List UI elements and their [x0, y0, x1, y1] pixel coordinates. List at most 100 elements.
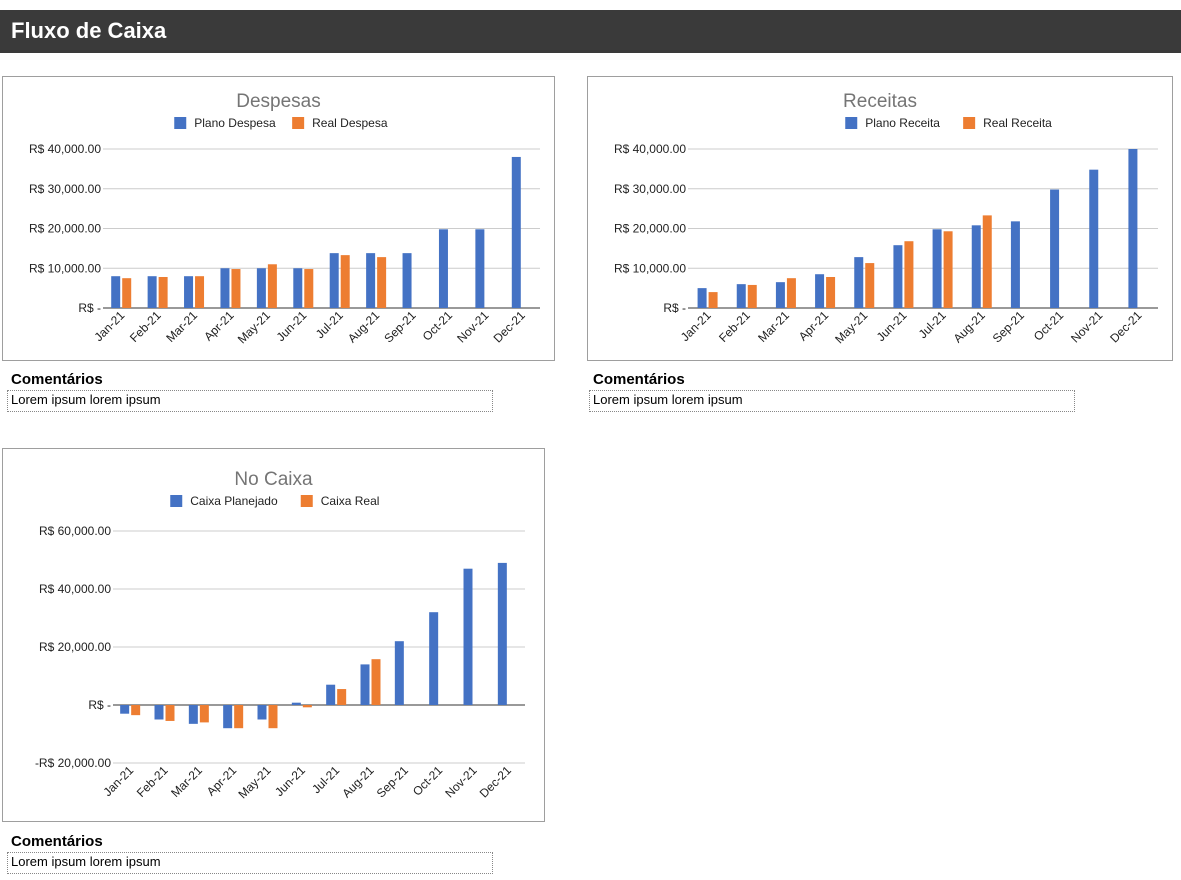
bar-real-mar-21: [195, 276, 205, 308]
bar-real-may-21: [268, 705, 278, 729]
x-tick-label: Nov-21: [1068, 308, 1105, 345]
y-tick-label: R$ 20,000.00: [614, 222, 686, 236]
bar-plan-aug-21: [366, 253, 376, 308]
y-tick-label: R$ 30,000.00: [29, 182, 101, 196]
bar-plan-sep-21: [394, 641, 404, 705]
bar-plan-jul-21: [932, 229, 942, 308]
y-tick-label: R$ -: [78, 301, 101, 315]
no-caixa-chart[interactable]: No Caixa Caixa Planejado Caixa Real -R$ 20,…: [2, 448, 545, 822]
bar-plan-feb-21: [154, 705, 164, 720]
bar-real-may-21: [267, 264, 277, 308]
x-tick-label: May-21: [235, 308, 273, 346]
y-tick-label: R$ 30,000.00: [614, 182, 686, 196]
bar-plan-oct-21: [429, 612, 439, 705]
x-tick-label: Sep-21: [990, 308, 1027, 345]
bar-real-jul-21: [337, 689, 347, 705]
x-tick-label: Sep-21: [381, 308, 418, 345]
bar-real-jun-21: [304, 269, 314, 308]
chart-svg: Receitas Plano Receita Real Receita R$ - R$ …: [614, 91, 1158, 346]
x-tick-label: Jul-21: [916, 308, 949, 341]
receitas-comments-field[interactable]: Lorem ipsum lorem ipsum: [589, 390, 1075, 412]
x-tick-label: Mar-21: [755, 308, 792, 345]
bar-plan-apr-21: [220, 268, 230, 308]
x-tick-label: Feb-21: [127, 308, 164, 345]
bar-plan-aug-21: [360, 664, 370, 705]
x-tick-label: Nov-21: [454, 308, 491, 345]
bar-plan-dec-21: [1128, 149, 1138, 308]
x-tick-label: Dec-21: [477, 763, 514, 800]
bar-real-jun-21: [302, 705, 312, 708]
x-tick-label: May-21: [832, 308, 870, 346]
y-tick-label: -R$ 20,000.00: [35, 756, 111, 770]
bar-real-jun-21: [904, 241, 914, 308]
legend-label: Caixa Planejado: [190, 494, 278, 508]
bar-plan-jul-21: [329, 253, 339, 308]
x-tick-label: Nov-21: [442, 763, 479, 800]
x-tick-label: Dec-21: [1107, 308, 1144, 345]
legend-label: Plano Receita: [865, 116, 940, 130]
receitas-comments-label: Comentários: [593, 371, 685, 388]
x-tick-label: Apr-21: [201, 308, 237, 344]
y-tick-label: R$ 60,000.00: [39, 524, 111, 538]
chart-title: No Caixa: [234, 469, 313, 490]
bar-plan-jun-21: [893, 245, 903, 308]
bar-real-apr-21: [234, 705, 244, 729]
bar-plan-jan-21: [697, 288, 707, 308]
bar-real-aug-21: [377, 257, 387, 308]
legend-swatch-real: [963, 117, 976, 129]
x-tick-label: Aug-21: [339, 763, 376, 800]
bar-real-feb-21: [747, 284, 757, 308]
bar-real-apr-21: [826, 276, 836, 308]
bar-plan-jan-21: [120, 705, 130, 714]
x-tick-label: Aug-21: [345, 308, 382, 345]
y-tick-label: R$ 40,000.00: [614, 142, 686, 156]
x-tick-label: Mar-21: [168, 763, 205, 800]
y-tick-label: R$ 20,000.00: [29, 222, 101, 236]
x-tick-label: Feb-21: [716, 308, 753, 345]
despesas-comments-field[interactable]: Lorem ipsum lorem ipsum: [7, 390, 493, 412]
bar-plan-apr-21: [815, 274, 825, 308]
bar-plan-mar-21: [775, 282, 785, 308]
chart-title: Receitas: [843, 91, 917, 112]
bar-plan-dec-21: [511, 156, 521, 308]
x-tick-label: Oct-21: [420, 308, 456, 344]
page-title: Fluxo de Caixa: [11, 18, 167, 43]
bar-plan-jul-21: [326, 684, 336, 705]
despesas-chart[interactable]: Despesas Plano Despesa Real Despesa R$ - R$ …: [2, 76, 555, 361]
x-tick-label: Jun-21: [272, 763, 308, 799]
bar-real-jan-21: [708, 292, 718, 308]
y-tick-label: R$ 10,000.00: [29, 261, 101, 275]
chart-svg: Despesas Plano Despesa Real Despesa R$ - R$ …: [29, 91, 540, 346]
bar-real-jul-21: [340, 255, 350, 308]
bar-plan-nov-21: [463, 568, 473, 705]
x-tick-label: Aug-21: [951, 308, 988, 345]
despesas-comments-label: Comentários: [11, 371, 103, 388]
page-header: Fluxo de Caixa: [0, 10, 1181, 53]
legend-swatch-real: [300, 495, 313, 507]
x-tick-label: Dec-21: [491, 308, 528, 345]
bar-real-may-21: [865, 263, 875, 308]
y-tick-label: R$ -: [88, 698, 111, 712]
bar-plan-dec-21: [497, 562, 507, 705]
bar-plan-mar-21: [184, 276, 194, 308]
bar-real-feb-21: [165, 705, 175, 721]
bar-real-mar-21: [199, 705, 209, 723]
caixa-comments-field[interactable]: Lorem ipsum lorem ipsum: [7, 852, 493, 874]
x-tick-label: Feb-21: [134, 763, 171, 800]
x-tick-label: Oct-21: [1031, 308, 1067, 344]
bar-plan-feb-21: [736, 284, 746, 308]
legend-swatch-plan: [174, 117, 187, 129]
receitas-chart[interactable]: Receitas Plano Receita Real Receita R$ - R$ …: [587, 76, 1173, 361]
bar-real-jul-21: [943, 231, 953, 308]
bar-plan-mar-21: [188, 705, 198, 724]
bar-plan-jun-21: [293, 268, 303, 308]
chart-svg: No Caixa Caixa Planejado Caixa Real -R$ 20,…: [35, 469, 525, 801]
bar-plan-may-21: [256, 268, 266, 308]
bar-plan-jun-21: [291, 702, 301, 705]
bar-plan-sep-21: [402, 253, 412, 308]
bar-plan-aug-21: [971, 225, 981, 308]
bar-real-aug-21: [982, 215, 992, 308]
x-tick-label: Jul-21: [309, 763, 342, 796]
bar-real-mar-21: [786, 278, 796, 308]
x-tick-label: Sep-21: [374, 763, 411, 800]
